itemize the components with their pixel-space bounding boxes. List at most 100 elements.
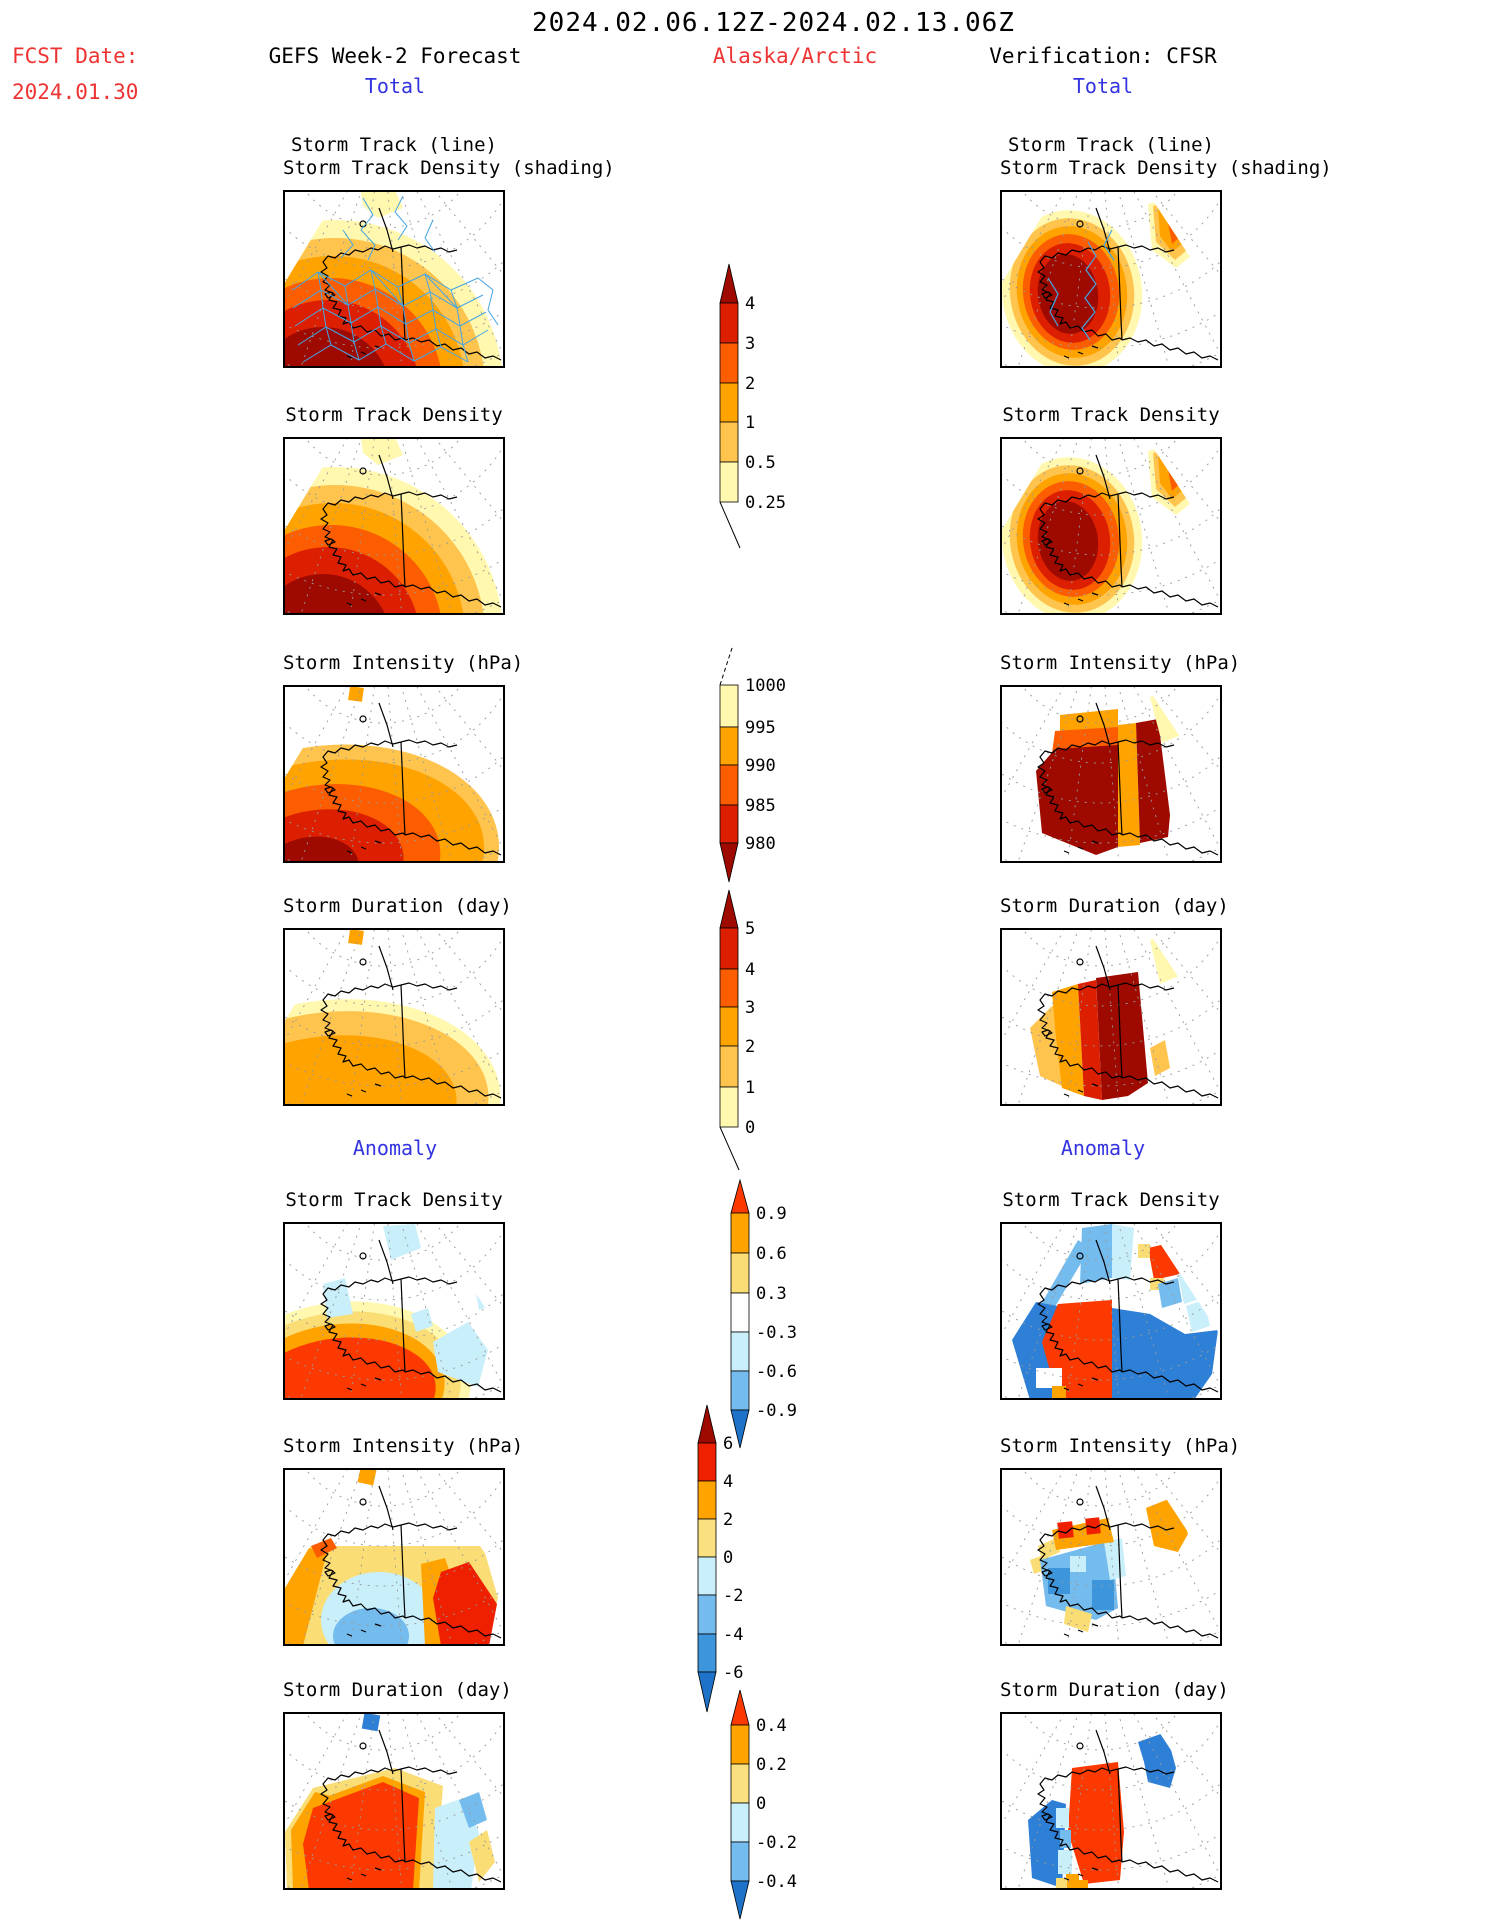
tick-label: 5 <box>745 919 755 939</box>
tick-label: 0 <box>745 1118 755 1138</box>
over-arrow <box>719 263 739 304</box>
tick-label: 995 <box>745 718 776 738</box>
panel-title: Storm Track Density <box>285 1189 503 1211</box>
tick-label: -0.9 <box>756 1401 797 1421</box>
under-tail <box>719 1126 740 1171</box>
map-verification-intensity-anomaly <box>1000 1468 1222 1646</box>
panel-verification-intensity: Storm Intensity (hPa) <box>1000 652 1241 863</box>
tick-label: 4 <box>745 960 755 980</box>
tick-label: 6 <box>723 1434 733 1454</box>
panel-title: Storm Track Density <box>1002 404 1220 426</box>
map-forecast-storm-track <box>283 190 505 368</box>
tick-label: 4 <box>745 294 755 314</box>
tick-label: 1 <box>745 413 755 433</box>
panel-verification-intensity-anomaly: Storm Intensity (hPa) <box>1000 1435 1241 1646</box>
tick-label: -4 <box>723 1625 743 1645</box>
under-arrow <box>730 1880 750 1920</box>
panel-verification-duration-anomaly: Storm Duration (day) <box>1000 1679 1229 1890</box>
map-forecast-intensity-anomaly <box>283 1468 505 1646</box>
over-arrow <box>697 1404 717 1444</box>
tick-label: 3 <box>745 998 755 1018</box>
right-anomaly-header: Anomaly <box>1060 1136 1146 1160</box>
tick-label: -2 <box>723 1586 743 1606</box>
map-verification-track-density-anomaly <box>1000 1222 1222 1400</box>
tick-label: 0.25 <box>745 493 786 513</box>
tick-label: 3 <box>745 334 755 354</box>
tick-label: 990 <box>745 756 776 776</box>
colorbar-track-density-anomaly: 0.9 0.6 0.3 -0.3 -0.6 -0.9 <box>730 1178 797 1449</box>
tick-label: -6 <box>723 1663 743 1683</box>
tick-label: 985 <box>745 796 776 816</box>
left-column-title: GEFS Week-2 Forecast <box>268 44 522 68</box>
right-section-total: Total <box>1072 74 1134 98</box>
panel-title: Storm Track Density <box>285 404 503 426</box>
tick-label: 2 <box>745 374 755 394</box>
tick-label: 1000 <box>745 676 786 696</box>
panel-title: Storm Track Density (shading) <box>283 157 615 179</box>
tick-label: 0 <box>723 1548 733 1568</box>
left-section-total: Total <box>364 74 426 98</box>
panel-title: Storm Track Density <box>1002 1189 1220 1211</box>
map-verification-duration-anomaly <box>1000 1712 1222 1890</box>
panel-title: Storm Duration (day) <box>283 1679 512 1701</box>
panel-title: Storm Intensity (hPa) <box>1000 652 1241 674</box>
colorbar-duration: 5 4 3 2 1 0 <box>719 889 755 1171</box>
panel-forecast-duration-anomaly: Storm Duration (day) <box>283 1679 512 1890</box>
over-tail <box>719 644 734 686</box>
map-forecast-track-density <box>283 437 505 615</box>
under-arrow <box>730 1409 750 1449</box>
map-verification-intensity <box>1000 685 1222 863</box>
tick-label: 0.4 <box>756 1716 787 1736</box>
tick-label: 0 <box>756 1794 766 1814</box>
tick-label: 1 <box>745 1078 755 1098</box>
colorbar-track-density: 4 3 2 1 0.5 0.25 <box>719 263 786 549</box>
map-forecast-duration <box>283 928 505 1106</box>
panel-forecast-intensity-anomaly: Storm Intensity (hPa) <box>283 1435 524 1646</box>
right-column-title: Verification: CFSR <box>989 44 1217 68</box>
panel-title: Storm Intensity (hPa) <box>1000 1435 1241 1457</box>
panel-title: Storm Duration (day) <box>283 895 512 917</box>
tick-label: 980 <box>745 834 776 854</box>
over-arrow <box>719 889 739 929</box>
panel-title: Storm Intensity (hPa) <box>283 1435 524 1457</box>
tick-label: 0.2 <box>756 1755 787 1775</box>
panel-forecast-storm-track: Storm Track (line) Storm Track Density (… <box>283 134 615 368</box>
tick-label: -0.2 <box>756 1833 797 1853</box>
tick-label: -0.3 <box>756 1323 797 1343</box>
panel-verification-track-density: Storm Track Density <box>1000 404 1222 615</box>
tick-label: -0.6 <box>756 1362 797 1382</box>
colorbar-intensity: 1000 995 990 985 980 <box>719 644 786 883</box>
tick-label: 0.6 <box>756 1244 787 1264</box>
over-arrow <box>730 1178 750 1214</box>
over-arrow <box>730 1689 750 1726</box>
map-verification-duration <box>1000 928 1222 1106</box>
map-verification-track-density <box>1000 437 1222 615</box>
tick-label: 4 <box>723 1472 733 1492</box>
colorbar-intensity-anomaly: 6 4 2 0 -2 -4 -6 <box>697 1404 743 1713</box>
panel-title: Storm Track Density (shading) <box>1000 157 1332 179</box>
region-label: Alaska/Arctic <box>712 44 878 68</box>
panel-verification-storm-track: Storm Track (line) Storm Track Density (… <box>1000 134 1332 368</box>
panel-verification-duration: Storm Duration (day) <box>1000 895 1229 1106</box>
left-anomaly-header: Anomaly <box>352 1136 438 1160</box>
panel-forecast-track-density-anomaly: Storm Track Density <box>283 1189 505 1400</box>
map-forecast-duration-anomaly <box>283 1712 505 1890</box>
panel-title: Storm Duration (day) <box>1000 895 1229 917</box>
panel-verification-track-density-anomaly: Storm Track Density <box>1000 1189 1222 1400</box>
panel-title: Storm Track (line) <box>1008 134 1214 156</box>
tick-label: 2 <box>723 1510 733 1530</box>
map-verification-storm-track <box>1000 190 1222 368</box>
tick-label: 0.9 <box>756 1204 787 1224</box>
tick-label: 2 <box>745 1037 755 1057</box>
map-forecast-track-density-anomaly <box>283 1222 505 1400</box>
fcst-date-value: 2024.01.30 <box>12 80 139 104</box>
under-tail <box>719 501 741 549</box>
tick-label: 0.5 <box>745 453 776 473</box>
panel-title: Storm Intensity (hPa) <box>283 652 524 674</box>
panel-title: Storm Track (line) <box>291 134 497 156</box>
under-arrow <box>719 842 739 883</box>
map-forecast-intensity <box>283 685 505 863</box>
under-arrow <box>697 1671 717 1713</box>
tick-label: 0.3 <box>756 1284 787 1304</box>
panel-forecast-duration: Storm Duration (day) <box>283 895 512 1106</box>
